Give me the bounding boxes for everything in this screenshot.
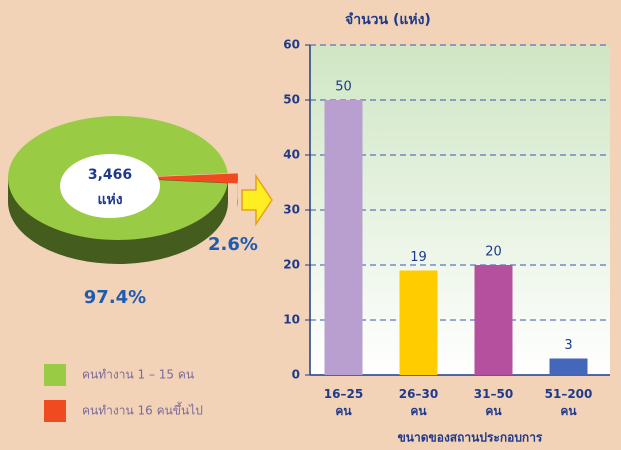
x-tick-label: 31–50 คน <box>473 387 514 418</box>
y-axis-title: จำนวน (แห่ง) <box>345 12 431 28</box>
data-label: 50 <box>335 80 352 95</box>
value-label: 97.4% <box>84 287 146 308</box>
x-tick-label: 51–200 คน <box>544 387 593 418</box>
bar <box>399 270 438 375</box>
y-tick-label: 40 <box>283 148 300 162</box>
data-label: 20 <box>485 245 502 260</box>
x-tick-label: 16–25 คน <box>323 387 364 418</box>
center-label: 3,466 <box>88 167 132 183</box>
bar <box>474 265 513 375</box>
legend-label: คนทำงาน 1 – 15 คน <box>82 368 194 382</box>
y-tick-label: 10 <box>283 313 300 327</box>
bar <box>324 100 363 375</box>
legend-label: คนทำงาน 16 คนขึ้นไป <box>82 402 203 418</box>
x-tick-label: 26–30 คน <box>398 387 439 418</box>
y-tick-label: 50 <box>283 93 300 107</box>
data-label: 19 <box>410 250 427 265</box>
y-tick-label: 60 <box>283 38 300 52</box>
legend-swatch <box>44 364 66 386</box>
bar <box>549 358 588 375</box>
value-label: 2.6% <box>208 234 258 255</box>
arrow <box>241 173 273 227</box>
y-tick-label: 30 <box>283 203 300 217</box>
center-hole <box>60 154 160 218</box>
center-unit: แห่ง <box>97 192 122 208</box>
data-label: 3 <box>564 338 572 353</box>
x-axis-title: ขนาดของสถานประกอบการ <box>398 431 543 445</box>
y-tick-label: 0 <box>292 368 300 382</box>
slice <box>127 173 238 184</box>
y-tick-label: 20 <box>283 258 300 272</box>
legend-swatch <box>44 400 66 422</box>
